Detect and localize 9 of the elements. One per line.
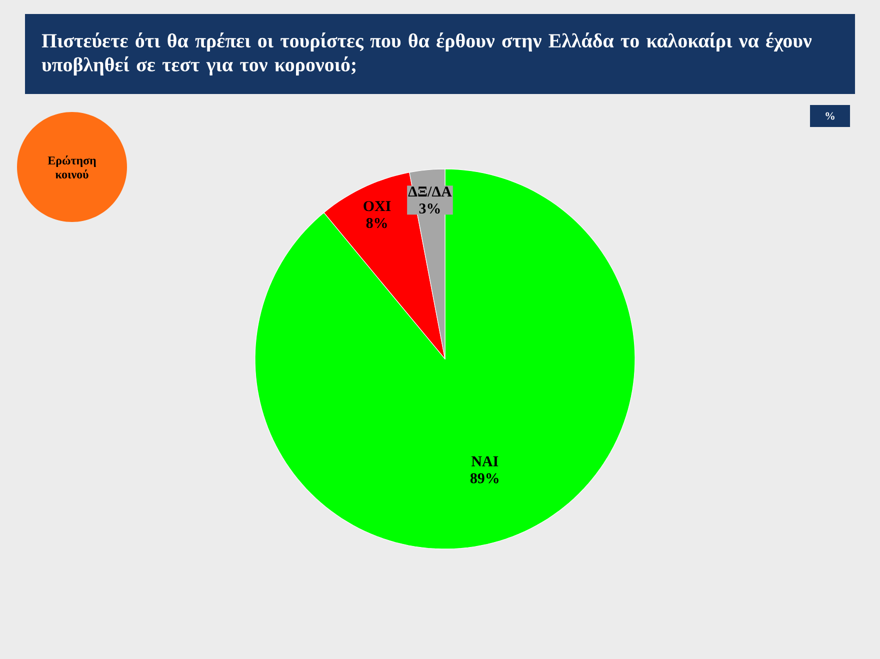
text: Ερώτηση κοινού: [48, 156, 96, 178]
slice-label: ΟΧΙ: [364, 201, 391, 212]
data-label: 3%: [419, 203, 440, 214]
text: %: [826, 112, 834, 120]
chart-title: Πιστεύετε ότι θα πρέπει οι τουρίστες που θα έρθουν στην Ελλάδα το καλοκαίρι να έχουν υποβληθεί σε τεστ για τον κορονοιό;: [42, 32, 812, 76]
slice-label: ΔΞ/ΔΑ: [408, 186, 452, 197]
slice-label: ΝΑΙ: [471, 456, 498, 466]
data-label: 89%: [470, 473, 498, 484]
data-label: 8%: [366, 218, 387, 228]
